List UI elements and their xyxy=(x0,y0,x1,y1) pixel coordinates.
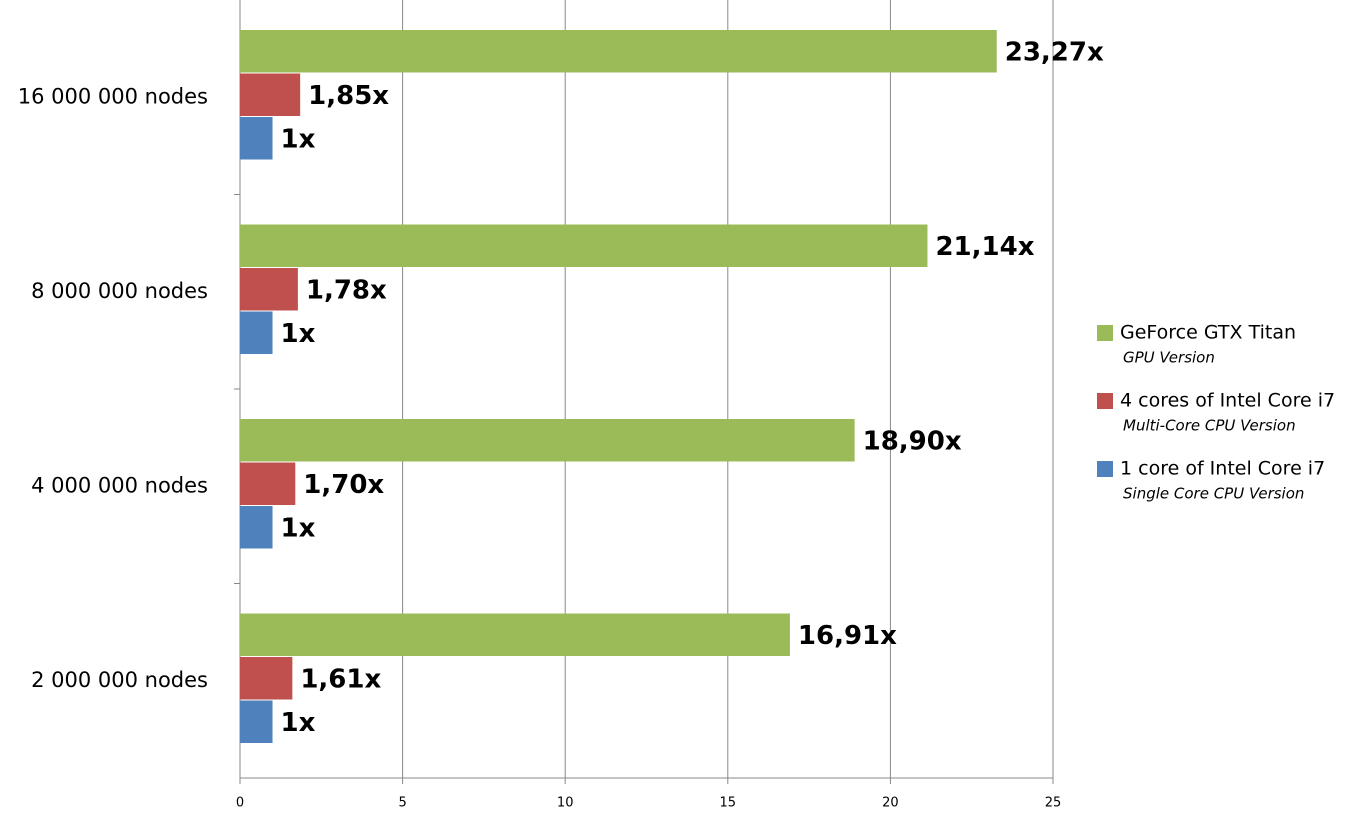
legend-swatch xyxy=(1097,325,1113,341)
x-tick-label: 0 xyxy=(236,796,244,811)
value-label: 1x xyxy=(281,124,316,154)
bar xyxy=(240,117,273,160)
bar xyxy=(240,462,296,505)
value-label: 1x xyxy=(281,513,316,543)
bar xyxy=(240,613,790,656)
value-label: 16,91x xyxy=(798,621,897,651)
bar xyxy=(240,224,928,267)
value-label: 1,78x xyxy=(306,275,387,305)
x-tick-label: 10 xyxy=(557,796,574,811)
legend-sublabel: Single Core CPU Version xyxy=(1123,485,1304,503)
legend-sublabel: GPU Version xyxy=(1123,349,1215,367)
bar xyxy=(240,73,301,116)
value-label: 1,61x xyxy=(300,664,381,694)
value-label: 1x xyxy=(281,319,316,349)
legend-swatch xyxy=(1097,461,1113,477)
x-tick-label: 20 xyxy=(882,796,899,811)
y-tick-label: 4 000 000 nodes xyxy=(31,473,208,497)
bar xyxy=(240,311,273,354)
legend-swatch xyxy=(1097,393,1113,409)
x-tick-label: 15 xyxy=(720,796,737,811)
value-label: 23,27x xyxy=(1005,37,1104,67)
bar xyxy=(240,30,997,73)
value-label: 1,85x xyxy=(308,81,389,111)
legend-label: 1 core of Intel Core i7 xyxy=(1120,458,1325,480)
value-label: 1,70x xyxy=(303,470,384,500)
bar xyxy=(240,268,298,311)
value-label: 1x xyxy=(281,708,316,738)
y-tick-label: 16 000 000 nodes xyxy=(18,84,208,108)
bar xyxy=(240,657,293,700)
x-tick-label: 25 xyxy=(1045,796,1062,811)
y-tick-label: 2 000 000 nodes xyxy=(31,668,208,692)
value-label: 18,90x xyxy=(863,426,962,456)
legend-label: GeForce GTX Titan xyxy=(1120,322,1296,344)
legend-sublabel: Multi-Core CPU Version xyxy=(1123,417,1296,435)
y-tick-label: 8 000 000 nodes xyxy=(31,279,208,303)
legend-label: 4 cores of Intel Core i7 xyxy=(1120,390,1335,412)
bar xyxy=(240,506,273,549)
value-label: 21,14x xyxy=(935,232,1034,262)
bar xyxy=(240,700,273,743)
bar xyxy=(240,419,855,462)
x-tick-label: 5 xyxy=(398,796,406,811)
